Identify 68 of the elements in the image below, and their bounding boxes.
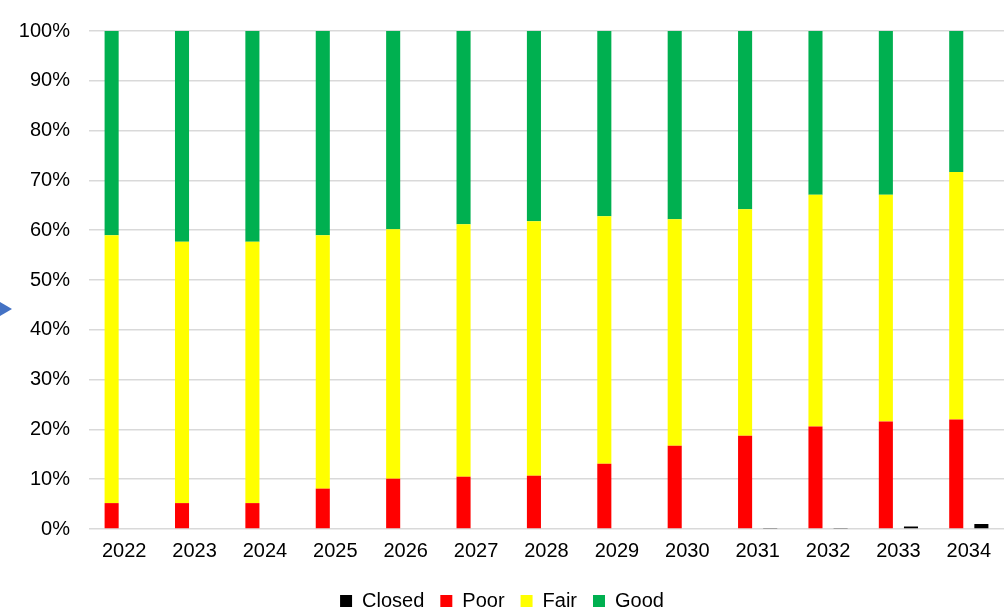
y-tick-label: 50% bbox=[29, 267, 71, 290]
bar bbox=[245, 503, 260, 529]
bar bbox=[104, 503, 119, 529]
bar bbox=[597, 216, 612, 464]
bar bbox=[174, 241, 190, 504]
bar bbox=[949, 419, 964, 529]
bar bbox=[738, 209, 753, 436]
y-tick-label: 30% bbox=[29, 367, 71, 390]
bar bbox=[667, 31, 682, 220]
x-tick-label: 2025 bbox=[313, 538, 358, 561]
bar bbox=[808, 194, 823, 427]
x-tick-label: 2028 bbox=[524, 538, 569, 561]
x-tick-label: 2022 bbox=[101, 538, 147, 561]
bar bbox=[878, 194, 893, 422]
bar bbox=[315, 235, 330, 489]
y-tick-label: 70% bbox=[29, 167, 71, 190]
x-tick-label: 2026 bbox=[383, 538, 428, 561]
bar bbox=[386, 478, 401, 529]
bar bbox=[949, 31, 964, 172]
y-tick-label: 40% bbox=[29, 317, 71, 340]
bar bbox=[104, 31, 119, 236]
bar bbox=[667, 219, 682, 446]
bar bbox=[526, 31, 541, 222]
bar bbox=[174, 503, 190, 529]
bar bbox=[245, 241, 260, 504]
y-tick-label: 10% bbox=[29, 466, 71, 489]
x-tick-label: 2031 bbox=[735, 538, 780, 561]
bar bbox=[526, 221, 541, 476]
bar bbox=[456, 224, 471, 477]
legend-label: Closed bbox=[362, 588, 425, 609]
x-tick-label: 2029 bbox=[594, 538, 640, 561]
bar bbox=[386, 31, 401, 230]
x-tick-label: 2034 bbox=[946, 538, 992, 561]
y-tick-label: 90% bbox=[29, 68, 71, 91]
bar bbox=[456, 31, 471, 225]
bar bbox=[456, 476, 471, 529]
bar bbox=[386, 229, 401, 479]
y-tick-label: 60% bbox=[29, 217, 71, 240]
bar bbox=[808, 426, 823, 529]
bar bbox=[974, 524, 989, 529]
bar bbox=[315, 488, 330, 529]
bar bbox=[878, 31, 893, 195]
bar bbox=[808, 31, 823, 195]
bar bbox=[597, 463, 612, 529]
x-tick-label: 2032 bbox=[805, 538, 851, 561]
y-tick-label: 20% bbox=[29, 416, 71, 439]
y-tick-label: 80% bbox=[29, 118, 71, 141]
y-tick-label: 0% bbox=[41, 516, 71, 539]
bar bbox=[526, 475, 541, 529]
bar bbox=[738, 31, 753, 210]
x-tick-label: 2030 bbox=[665, 538, 710, 561]
bar bbox=[245, 31, 260, 242]
x-tick-label: 2023 bbox=[172, 538, 217, 561]
legend-label: Fair bbox=[542, 588, 578, 609]
bar bbox=[667, 445, 682, 529]
bar bbox=[949, 171, 964, 420]
bar bbox=[597, 31, 612, 217]
bar bbox=[174, 31, 190, 242]
legend-label: Good bbox=[615, 588, 664, 609]
bar bbox=[878, 421, 893, 529]
x-tick-label: 2027 bbox=[453, 538, 499, 561]
x-tick-label: 2033 bbox=[876, 538, 921, 561]
bar bbox=[315, 31, 330, 236]
bar bbox=[104, 235, 119, 504]
x-tick-label: 2024 bbox=[242, 538, 288, 561]
bar bbox=[738, 435, 753, 529]
y-tick-label: 100% bbox=[18, 18, 71, 41]
legend-label: Poor bbox=[462, 588, 505, 609]
